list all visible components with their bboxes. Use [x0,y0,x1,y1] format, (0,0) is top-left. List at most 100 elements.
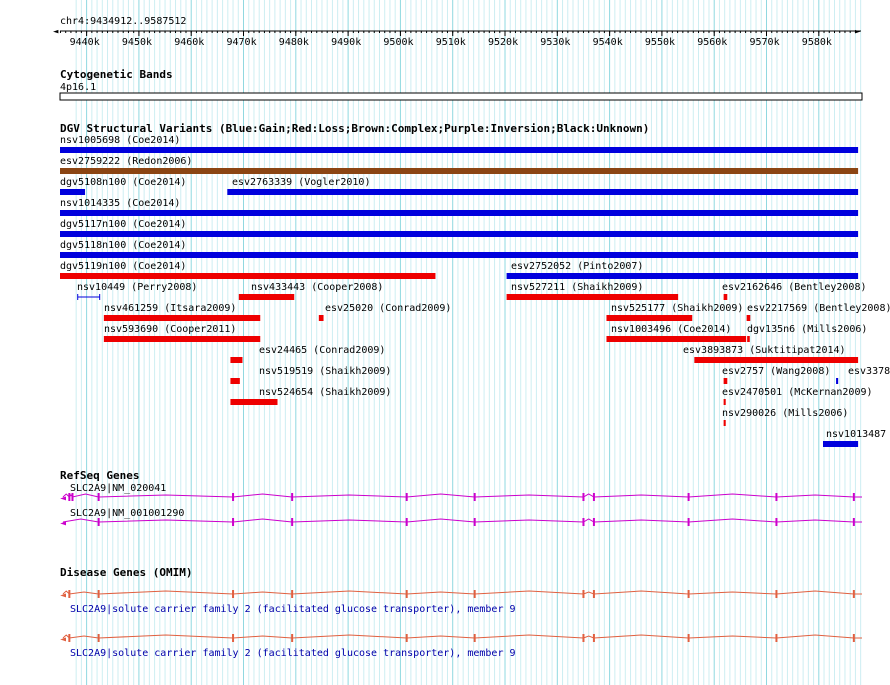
dgv-feature[interactable]: nsv593690 (Cooper2011) [103,324,261,342]
dgv-feature-bar[interactable] [60,147,859,153]
dgv-feature[interactable]: nsv524654 (Shaikh2009) [230,387,391,405]
dgv-feature-bar[interactable] [60,273,436,279]
dgv-feature-bar[interactable] [238,294,295,300]
dgv-feature[interactable]: nsv290026 (Mills2006) [722,408,848,426]
gene-exon [582,590,585,598]
gene-intron-line [62,634,862,639]
gene-exon [291,590,294,598]
dgv-feature-bar[interactable] [318,315,324,321]
gene-model[interactable]: SLC2A9|solute carrier family 2 (facilita… [60,634,862,659]
dgv-feature[interactable]: nsv1014335 (Coe2014) [60,198,859,216]
gene-exon [473,590,476,598]
dgv-feature-bar[interactable] [227,189,859,195]
dgv-feature-bar[interactable] [836,378,839,384]
dgv-feature[interactable]: esv2759222 (Redon2006) [60,156,859,174]
ruler-tick-label: 9530k [540,37,570,48]
cytoband-label: 4p16.1 [60,82,96,93]
gene-exon [97,634,100,642]
dgv-feature-bar[interactable] [606,315,693,321]
dgv-feature-bar[interactable] [606,336,747,342]
dgv-feature-bar[interactable] [103,336,261,342]
dgv-feature-bar[interactable] [230,399,278,405]
dgv-feature-label: nsv10449 (Perry2008) [77,282,197,293]
gene-exon [852,518,855,526]
dgv-feature[interactable]: nsv527211 (Shaikh2009) [506,282,679,300]
dgv-feature-bar[interactable] [723,399,726,405]
ruler-tick-label: 9540k [593,37,623,48]
gene-exon [473,493,476,501]
dgv-feature[interactable]: esv2757 (Wang2008) [722,366,830,384]
dgv-feature[interactable]: esv2763339 (Vogler2010) [227,177,859,195]
dgv-feature-label: esv2162646 (Bentley2008) [722,282,867,293]
dgv-feature-bar[interactable] [723,294,728,300]
dgv-feature-bar[interactable] [506,273,859,279]
gene-exon [291,518,294,526]
gene-exon [405,518,408,526]
dgv-feature-bar[interactable] [723,378,728,384]
dgv-feature[interactable]: dgv5117n100 (Coe2014) [60,219,859,237]
gene-exon [687,493,690,501]
dgv-feature[interactable]: esv3378 [836,366,890,384]
dgv-feature-bar[interactable] [60,210,859,216]
dgv-feature-label: esv25020 (Conrad2009) [325,303,451,314]
dgv-feature[interactable]: nsv10449 (Perry2008) [77,282,197,300]
ruler-right-arrow-icon[interactable]: ► [855,27,861,37]
gene-model[interactable]: SLC2A9|solute carrier family 2 (facilita… [60,590,862,615]
gene-exon [68,590,71,598]
dgv-feature[interactable]: nsv525177 (Shaikh2009) [606,303,743,321]
dgv-feature-label: nsv1014335 (Coe2014) [60,198,180,209]
omim-track: Disease Genes (OMIM) SLC2A9|solute carri… [60,566,862,659]
dgv-feature-bar[interactable] [694,357,859,363]
gene-model[interactable]: SLC2A9|NM_001001290 ◄ [60,508,862,529]
dgv-feature-label: esv24465 (Conrad2009) [259,345,385,356]
dgv-feature[interactable]: nsv1005698 (Coe2014) [60,135,859,153]
dgv-feature[interactable]: dgv135n6 (Mills2006) [747,324,867,342]
dgv-feature-bar[interactable] [60,231,859,237]
dgv-feature[interactable]: nsv433443 (Cooper2008) [238,282,384,300]
gene-exon [405,634,408,642]
dgv-feature[interactable]: esv24465 (Conrad2009) [230,345,385,363]
dgv-feature[interactable]: nsv519519 (Shaikh2009) [230,366,391,384]
dgv-feature-label: nsv527211 (Shaikh2009) [511,282,643,293]
ruler-tick-label: 9500k [383,37,413,48]
dgv-feature-bar[interactable] [230,378,240,384]
dgv-feature[interactable]: dgv5119n100 (Coe2014) [60,261,436,279]
cytoband-bar[interactable] [59,92,863,101]
dgv-feature-bar[interactable] [822,441,859,447]
ruler-tick-label: 9490k [331,37,361,48]
dgv-feature-bar[interactable] [747,336,750,342]
dgv-feature[interactable]: esv2470501 (McKernan2009) [722,387,873,405]
refseq-track-title: RefSeq Genes [60,469,139,482]
ruler-left-arrow-icon[interactable]: ◄ [53,27,59,37]
dgv-feature[interactable]: esv2162646 (Bentley2008) [722,282,867,300]
dgv-feature-label: esv2763339 (Vogler2010) [232,177,370,188]
dgv-feature[interactable]: nsv461259 (Itsara2009) [103,303,261,321]
gene-model[interactable]: SLC2A9|NM_020041 ◄ [60,483,862,504]
refseq-track: RefSeq Genes SLC2A9|NM_020041◄ SLC2A9|NM_… [60,469,862,529]
dgv-track: DGV Structural Variants (Blue:Gain;Red:L… [60,122,890,447]
dgv-feature[interactable]: esv25020 (Conrad2009) [318,303,452,321]
dgv-feature[interactable]: dgv5118n100 (Coe2014) [60,240,859,258]
dgv-feature-bar[interactable] [723,420,726,426]
dgv-feature-bar[interactable] [230,357,243,363]
dgv-feature-bar[interactable] [746,315,751,321]
dgv-feature[interactable]: dgv5108n100 (Coe2014) [60,177,186,195]
dgv-feature[interactable]: nsv1003496 (Coe2014) [606,324,747,342]
strand-arrow-icon: ◄ [60,634,66,645]
ruler-tick-label: 9520k [488,37,518,48]
dgv-feature-bar[interactable] [60,168,859,174]
dgv-feature-bar[interactable] [60,252,859,258]
dgv-feature[interactable]: esv2752052 (Pinto2007) [506,261,859,279]
dgv-feature-label: dgv5117n100 (Coe2014) [60,219,186,230]
dgv-feature[interactable]: nsv1013487 [822,429,886,447]
dgv-track-title: DGV Structural Variants (Blue:Gain;Red:L… [60,122,649,135]
dgv-feature-bar[interactable] [60,189,86,195]
dgv-feature-bar[interactable] [103,315,261,321]
dgv-feature-bar[interactable] [506,294,679,300]
dgv-feature[interactable]: esv3893873 (Suktitipat2014) [683,345,859,363]
dgv-feature-label: nsv519519 (Shaikh2009) [259,366,391,377]
dgv-feature-label: nsv1005698 (Coe2014) [60,135,180,146]
cytoband-track: Cytogenetic Bands 4p16.1 [59,68,863,101]
dgv-feature[interactable]: esv2217569 (Bentley2008) [746,303,890,321]
omim-genes: SLC2A9|solute carrier family 2 (facilita… [60,590,862,659]
